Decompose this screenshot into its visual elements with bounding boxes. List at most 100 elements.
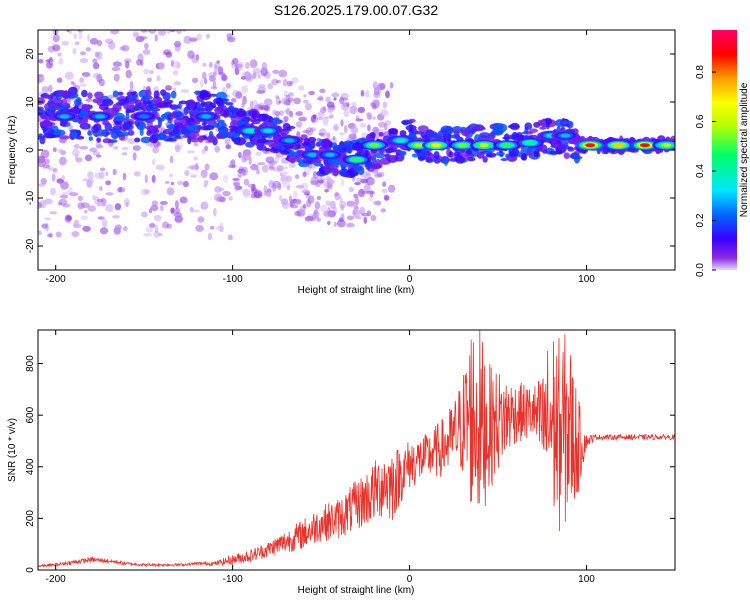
heatmap-speckle: [99, 167, 106, 172]
heatmap-speckle: [193, 156, 198, 161]
heatmap-speckle: [219, 222, 224, 230]
heatmap-speckle: [73, 33, 77, 39]
heatmap-speckle: [41, 86, 50, 93]
heatmap-speckle: [156, 141, 162, 147]
heatmap-speckle: [40, 178, 47, 185]
heatmap-speckle: [41, 223, 48, 229]
heatmap-band-cell: [71, 131, 78, 138]
heatmap-speckle: [79, 77, 84, 84]
heatmap-speckle: [374, 173, 383, 178]
heatmap-band-cell: [329, 164, 340, 169]
heatmap-speckle: [333, 221, 337, 227]
heatmap-band-cell: [399, 150, 407, 157]
heatmap-band-cell: [99, 129, 104, 137]
heatmap-speckle: [197, 216, 205, 223]
heatmap-speckle: [166, 30, 172, 34]
heatmap-speckle: [286, 80, 292, 87]
figure-title: S126.2025.179.00.07.G32: [274, 2, 438, 18]
heatmap-speckle: [316, 195, 322, 201]
heatmap-speckle: [266, 188, 272, 198]
heatmap-speckle: [339, 200, 347, 209]
heatmap-speckle: [72, 48, 77, 55]
heatmap-speckle: [204, 163, 210, 171]
heatmap-speckle: [364, 90, 370, 98]
heatmap-band-cell: [414, 137, 424, 141]
heatmap-peak: [369, 143, 380, 148]
heatmap-band-cell: [346, 144, 353, 154]
heatmap-speckle: [275, 95, 280, 99]
spectrogram-x-axis-label: Height of straight line (km): [298, 285, 415, 296]
heatmap-speckle: [149, 223, 156, 228]
heatmap-speckle: [224, 138, 231, 146]
heatmap-speckle: [382, 181, 387, 187]
heatmap-speckle: [127, 138, 136, 145]
heatmap-band-cell: [505, 153, 510, 159]
heatmap-peak: [307, 152, 318, 157]
heatmap-band-cell: [186, 125, 197, 131]
heatmap-speckle: [103, 4, 110, 9]
heatmap-speckle: [61, 0, 69, 4]
heatmap-speckle: [272, 69, 280, 74]
heatmap-speckle: [228, 162, 232, 168]
heatmap-speckle: [295, 111, 304, 117]
heatmap-speckle: [190, 12, 194, 19]
heatmap-band-cell: [228, 114, 238, 119]
heatmap-band-cell: [454, 133, 460, 140]
heatmap-speckle: [256, 168, 260, 175]
x-tick-label: 0: [407, 274, 413, 285]
heatmap-speckle: [40, 149, 50, 159]
heatmap-speckle: [217, 66, 224, 75]
heatmap-speckle: [92, 58, 98, 64]
heatmap-band-cell: [109, 128, 121, 134]
heatmap-band-cell: [142, 101, 153, 105]
heatmap-speckle: [208, 61, 213, 68]
colorbar-tick-label: 0.6: [695, 114, 706, 128]
heatmap-speckle: [79, 16, 83, 22]
heatmap-speckle: [293, 97, 301, 105]
heatmap-speckle: [65, 215, 72, 221]
colorbar-tick-label: 0.0: [695, 263, 706, 277]
heatmap-speckle: [86, 15, 91, 19]
heatmap-speckle: [95, 154, 102, 158]
heatmap-speckle: [190, 164, 200, 171]
heatmap-speckle: [349, 105, 358, 115]
heatmap-band-cell: [123, 102, 135, 111]
heatmap-band-cell: [125, 113, 130, 121]
heatmap-speckle: [323, 210, 332, 217]
heatmap-speckle: [313, 209, 320, 219]
heatmap-band-cell: [479, 132, 491, 138]
snr-panel: -200 -100 0 100 0 200 400 600 800 Height of str…: [7, 329, 676, 596]
heatmap-speckle: [294, 198, 302, 204]
heatmap-band-cell: [245, 141, 255, 148]
heatmap-band-cell: [571, 152, 580, 158]
heatmap-speckle: [122, 172, 127, 181]
heatmap-speckle: [250, 163, 259, 171]
heatmap-speckle: [318, 132, 325, 136]
heatmap-speckle: [174, 145, 181, 153]
x-tick-label: -200: [46, 274, 66, 285]
heatmap-speckle: [200, 201, 209, 210]
heatmap-speckle: [241, 71, 250, 80]
heatmap-speckle: [266, 188, 272, 193]
heatmap-band-cell: [388, 128, 399, 135]
heatmap-speckle: [69, 192, 79, 197]
heatmap-speckle: [388, 184, 396, 193]
heatmap-speckle: [97, 202, 101, 207]
heatmap-peak: [560, 133, 571, 138]
heatmap-speckle: [61, 175, 66, 181]
heatmap-speckle: [334, 192, 339, 197]
heatmap-speckle: [303, 99, 309, 104]
heatmap-speckle: [64, 71, 74, 80]
heatmap-speckle: [148, 69, 155, 75]
heatmap-speckle: [196, 33, 203, 41]
heatmap-speckle: [237, 172, 243, 178]
heatmap-speckle: [140, 36, 148, 40]
heatmap-peak: [661, 143, 672, 148]
heatmap-speckle: [79, 51, 87, 56]
heatmap-speckle: [166, 187, 175, 196]
heatmap-speckle: [325, 200, 331, 206]
heatmap-speckle: [276, 165, 284, 172]
heatmap-speckle: [123, 0, 127, 3]
heatmap-band-cell: [216, 119, 225, 123]
heatmap-speckle: [268, 166, 274, 171]
